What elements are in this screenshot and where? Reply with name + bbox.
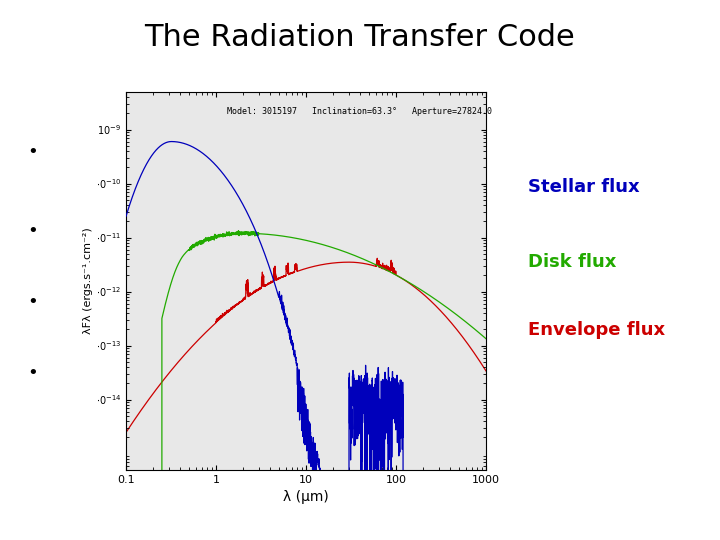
Text: •: • [27,293,38,310]
Text: Disk flux: Disk flux [528,253,616,272]
Text: •: • [27,143,38,161]
Text: •: • [27,222,38,240]
Text: Envelope flux: Envelope flux [528,321,665,340]
Text: The Radiation Transfer Code: The Radiation Transfer Code [145,23,575,52]
X-axis label: λ (μm): λ (μm) [283,490,329,504]
Text: Stellar flux: Stellar flux [528,178,640,196]
Y-axis label: λFλ (ergs.s⁻¹.cm⁻²): λFλ (ergs.s⁻¹.cm⁻²) [83,227,93,334]
Text: Model: 3015197   Inclination=63.3°   Aperture=27824.0: Model: 3015197 Inclination=63.3° Apertur… [227,107,492,116]
Text: •: • [27,364,38,382]
